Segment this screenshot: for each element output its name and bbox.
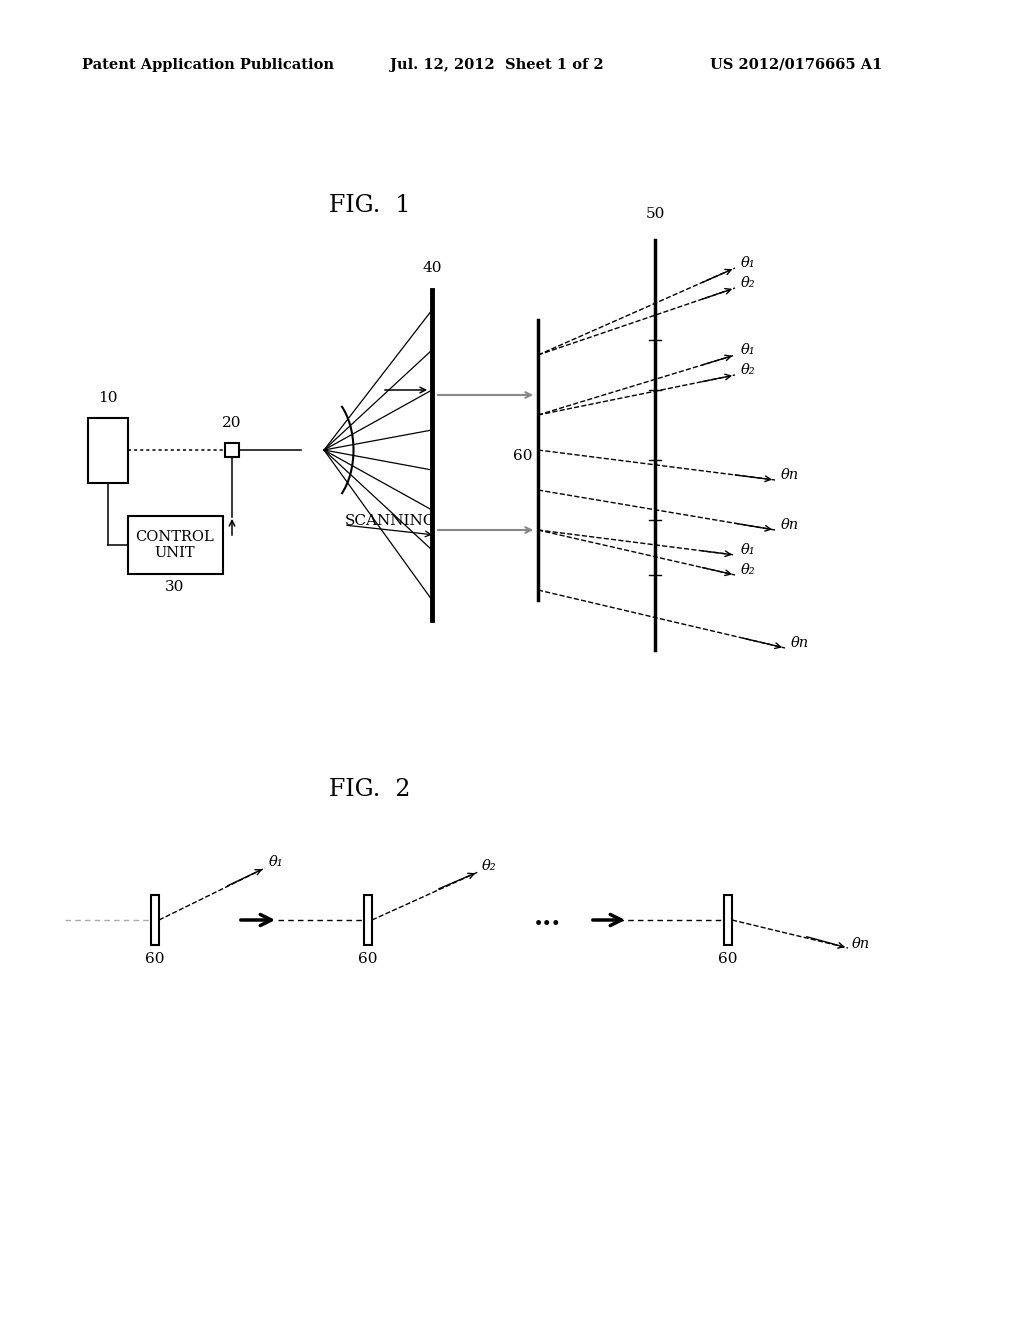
Text: 10: 10 [98, 391, 118, 404]
Text: 60: 60 [718, 952, 737, 966]
Text: FIG.  1: FIG. 1 [330, 194, 411, 216]
Text: 60: 60 [513, 449, 534, 463]
Text: CONTROL
UNIT: CONTROL UNIT [135, 529, 214, 560]
Text: θn: θn [852, 937, 870, 950]
Text: θ₂: θ₂ [741, 564, 756, 577]
Bar [724, 895, 732, 945]
Text: θ₂: θ₂ [741, 276, 756, 290]
Text: 60: 60 [145, 952, 165, 966]
Text: 50: 50 [645, 207, 665, 220]
Bar [88, 417, 128, 483]
Text: θ₂: θ₂ [741, 363, 756, 378]
Bar [225, 444, 239, 457]
Text: 20: 20 [222, 416, 242, 430]
Text: θn: θn [781, 517, 799, 532]
Text: θ₁: θ₁ [741, 256, 756, 271]
Text: Patent Application Publication: Patent Application Publication [82, 58, 334, 73]
Bar [151, 895, 159, 945]
Text: 60: 60 [358, 952, 378, 966]
Bar [364, 895, 372, 945]
Bar [128, 516, 222, 574]
Text: θn: θn [791, 636, 809, 649]
Text: θ₂: θ₂ [482, 859, 497, 873]
Text: θ₁: θ₁ [269, 855, 284, 869]
Text: θ₁: θ₁ [741, 543, 756, 557]
Text: US 2012/0176665 A1: US 2012/0176665 A1 [710, 58, 883, 73]
Text: SCANNING: SCANNING [345, 513, 436, 528]
Text: 40: 40 [422, 261, 441, 275]
Text: 30: 30 [165, 579, 184, 594]
Text: FIG.  2: FIG. 2 [330, 779, 411, 801]
Text: Jul. 12, 2012  Sheet 1 of 2: Jul. 12, 2012 Sheet 1 of 2 [390, 58, 604, 73]
Text: θ₁: θ₁ [741, 343, 756, 356]
Text: ...: ... [535, 906, 562, 931]
Text: θn: θn [781, 469, 799, 482]
